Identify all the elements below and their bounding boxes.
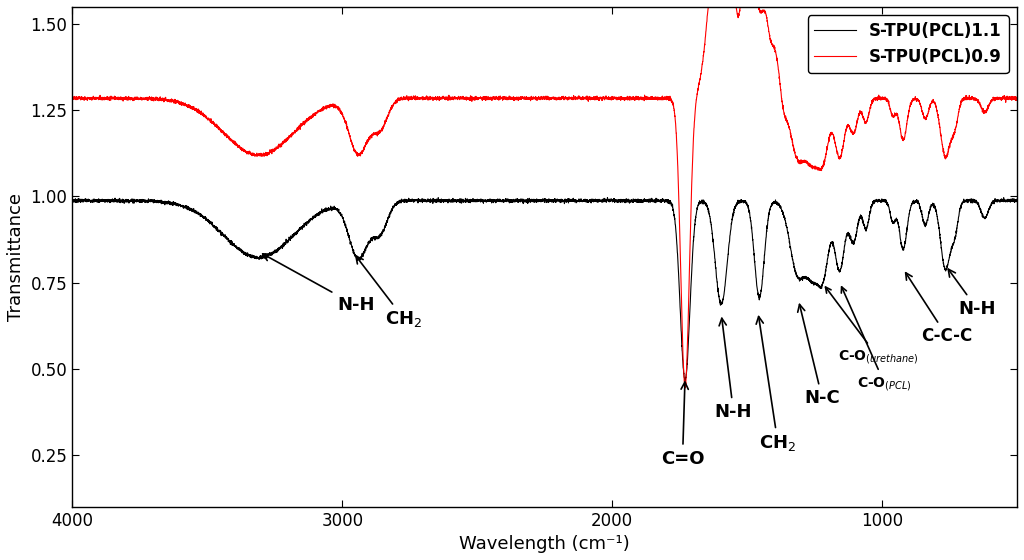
- S-TPU(PCL)0.9: [477, 94, 489, 101]
- X-axis label: Wavelength (cm⁻¹): Wavelength (cm⁻¹): [460, 535, 630, 553]
- S-TPU(PCL)1.1: [846, 236, 858, 243]
- Line: S-TPU(PCL)1.1: S-TPU(PCL)1.1: [73, 198, 1017, 381]
- S-TPU(PCL)1.1: [994, 197, 1007, 204]
- Text: N-H: N-H: [263, 254, 375, 314]
- S-TPU(PCL)1.1: [795, 276, 807, 283]
- S-TPU(PCL)0.9: [679, 385, 691, 391]
- Line: S-TPU(PCL)0.9: S-TPU(PCL)0.9: [73, 7, 1017, 388]
- Text: CH$_2$: CH$_2$: [756, 316, 797, 453]
- S-TPU(PCL)0.9: [67, 96, 79, 102]
- Text: CH$_2$: CH$_2$: [356, 256, 423, 329]
- Legend: S-TPU(PCL)1.1, S-TPU(PCL)0.9: S-TPU(PCL)1.1, S-TPU(PCL)0.9: [808, 15, 1009, 73]
- Y-axis label: Transmittance: Transmittance: [7, 193, 25, 321]
- Text: C-O$_{(PCL)}$: C-O$_{(PCL)}$: [842, 287, 912, 393]
- S-TPU(PCL)0.9: [197, 111, 209, 118]
- S-TPU(PCL)0.9: [702, 3, 715, 10]
- Text: C-O$_{(urethane)}$: C-O$_{(urethane)}$: [825, 287, 919, 366]
- Text: N-H: N-H: [715, 318, 753, 421]
- S-TPU(PCL)1.1: [477, 198, 489, 204]
- Text: C-C-C: C-C-C: [905, 273, 973, 345]
- S-TPU(PCL)1.1: [1011, 197, 1023, 203]
- S-TPU(PCL)0.9: [994, 95, 1007, 101]
- Text: N-C: N-C: [798, 305, 840, 407]
- S-TPU(PCL)0.9: [421, 95, 433, 101]
- S-TPU(PCL)1.1: [67, 196, 79, 203]
- S-TPU(PCL)1.1: [197, 212, 209, 219]
- S-TPU(PCL)1.1: [421, 197, 433, 203]
- S-TPU(PCL)0.9: [846, 129, 858, 136]
- S-TPU(PCL)0.9: [1011, 96, 1023, 102]
- S-TPU(PCL)0.9: [795, 160, 807, 167]
- Text: C=O: C=O: [660, 382, 705, 468]
- S-TPU(PCL)1.1: [601, 194, 613, 201]
- Text: N-H: N-H: [948, 269, 995, 318]
- S-TPU(PCL)1.1: [679, 378, 691, 385]
